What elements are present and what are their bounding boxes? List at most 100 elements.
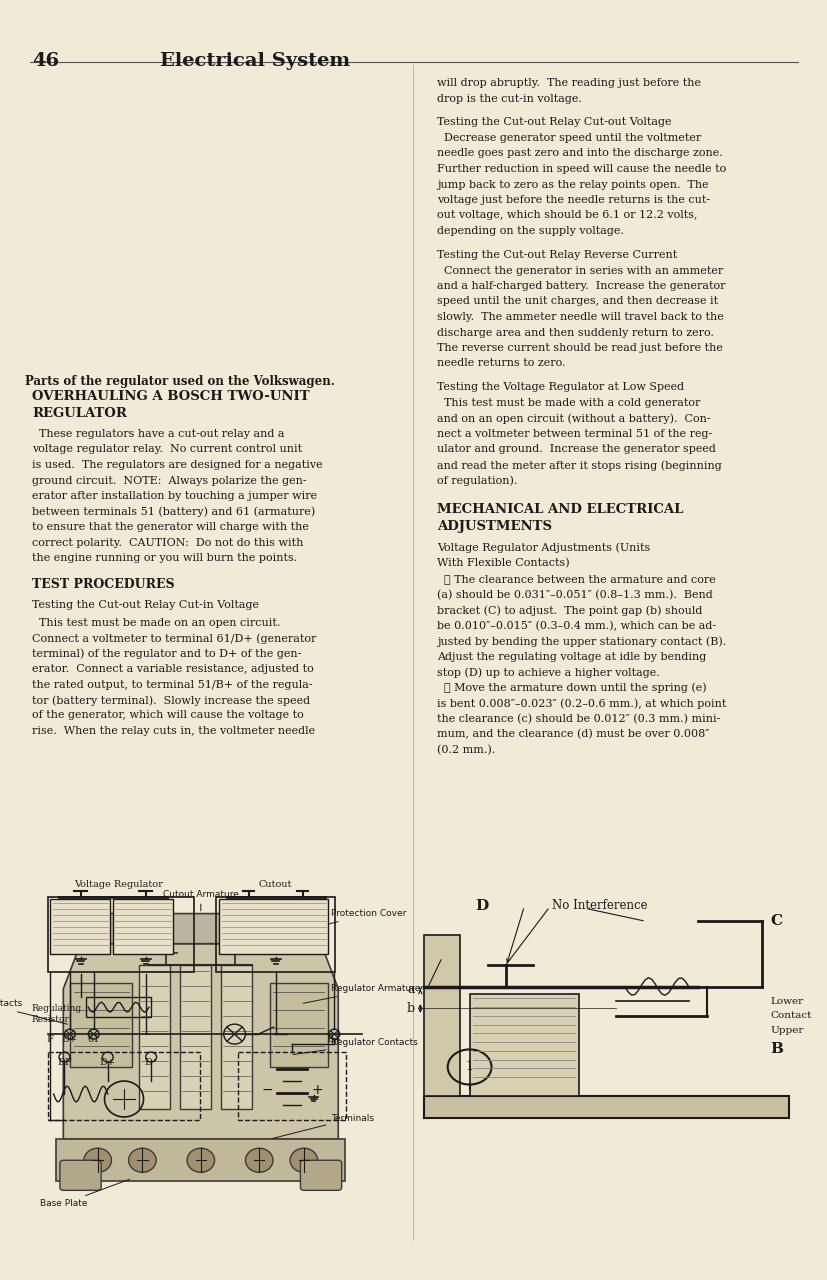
Text: ground circuit.  NOTE:  Always polarize the gen-: ground circuit. NOTE: Always polarize th… [32, 475, 306, 485]
Text: −: − [261, 1083, 273, 1097]
Text: 61: 61 [88, 1036, 100, 1044]
Text: B+: B+ [326, 1036, 342, 1044]
Text: depending on the supply voltage.: depending on the supply voltage. [437, 227, 623, 236]
Text: of the generator, which will cause the voltage to: of the generator, which will cause the v… [32, 710, 304, 721]
Text: Base Plate: Base Plate [40, 1179, 129, 1208]
FancyBboxPatch shape [270, 983, 327, 1068]
FancyBboxPatch shape [300, 1160, 342, 1190]
Text: between terminals 51 (battery) and 61 (armature): between terminals 51 (battery) and 61 (a… [32, 507, 315, 517]
Text: Connect the generator in series with an ammeter: Connect the generator in series with an … [437, 265, 722, 275]
FancyBboxPatch shape [219, 900, 327, 955]
Text: OVERHAULING A BOSCH TWO-UNIT: OVERHAULING A BOSCH TWO-UNIT [32, 390, 309, 403]
Text: Further reduction in speed will cause the needle to: Further reduction in speed will cause th… [437, 164, 725, 174]
Text: Regulator Armature: Regulator Armature [303, 984, 420, 1004]
Text: B: B [770, 1042, 783, 1056]
Text: Upper: Upper [770, 1025, 803, 1036]
Text: a: a [407, 983, 414, 996]
Text: justed by bending the upper stationary contact (B).: justed by bending the upper stationary c… [437, 636, 725, 646]
Text: D+: D+ [99, 1059, 116, 1068]
Text: Terminals: Terminals [272, 1114, 374, 1138]
Text: and read the meter after it stops rising (beginning: and read the meter after it stops rising… [437, 460, 721, 471]
Text: discharge area and then suddenly return to zero.: discharge area and then suddenly return … [437, 328, 713, 338]
Text: MECHANICAL AND ELECTRICAL: MECHANICAL AND ELECTRICAL [437, 503, 682, 516]
Text: be 0.010″–0.015″ (0.3–0.4 mm.), which can be ad-: be 0.010″–0.015″ (0.3–0.4 mm.), which ca… [437, 621, 715, 631]
FancyBboxPatch shape [469, 993, 578, 1096]
Text: needle returns to zero.: needle returns to zero. [437, 358, 565, 369]
Text: D: D [476, 899, 489, 913]
Text: and a half-charged battery.  Increase the generator: and a half-charged battery. Increase the… [437, 282, 724, 291]
Text: ② Move the armature down until the spring (e): ② Move the armature down until the sprin… [437, 682, 705, 692]
Text: drop is the cut-in voltage.: drop is the cut-in voltage. [437, 93, 581, 104]
Text: This test must be made with a cold generator: This test must be made with a cold gener… [437, 398, 700, 408]
Text: Regulator Contacts: Regulator Contacts [293, 1038, 418, 1055]
FancyBboxPatch shape [139, 965, 170, 1108]
Text: Protection Cover: Protection Cover [313, 909, 406, 928]
Text: terminal) of the regulator and to D+ of the gen-: terminal) of the regulator and to D+ of … [32, 649, 301, 659]
Polygon shape [63, 943, 337, 1139]
FancyBboxPatch shape [50, 900, 110, 955]
Text: Testing the Cut-out Relay Cut-out Voltage: Testing the Cut-out Relay Cut-out Voltag… [437, 116, 671, 127]
Text: Parts of the regulator used on the Volkswagen.: Parts of the regulator used on the Volks… [25, 375, 335, 388]
FancyBboxPatch shape [423, 1096, 788, 1119]
Text: C: C [770, 914, 782, 928]
Text: F: F [47, 1036, 54, 1044]
Text: ADJUSTMENTS: ADJUSTMENTS [437, 520, 552, 532]
FancyBboxPatch shape [70, 983, 132, 1068]
Text: out voltage, which should be 6.1 or 12.2 volts,: out voltage, which should be 6.1 or 12.2… [437, 210, 696, 220]
Text: and on an open circuit (without a battery).  Con-: and on an open circuit (without a batter… [437, 413, 710, 424]
FancyBboxPatch shape [423, 936, 460, 1096]
Text: Regulating
Resistor: Regulating Resistor [32, 1004, 82, 1024]
Text: Cutout Armature: Cutout Armature [163, 890, 238, 911]
Text: Voltage Regulator Adjustments (Units: Voltage Regulator Adjustments (Units [437, 541, 649, 553]
Text: the engine running or you will burn the points.: the engine running or you will burn the … [32, 553, 297, 563]
Text: of regulation).: of regulation). [437, 475, 517, 486]
Text: D+: D+ [62, 1036, 78, 1044]
Text: to ensure that the generator will charge with the: to ensure that the generator will charge… [32, 522, 308, 532]
Circle shape [245, 1148, 273, 1172]
Text: is bent 0.008″–0.023″ (0.2–0.6 mm.), at which point: is bent 0.008″–0.023″ (0.2–0.6 mm.), at … [437, 698, 725, 709]
Text: slowly.  The ammeter needle will travel back to the: slowly. The ammeter needle will travel b… [437, 312, 723, 323]
Text: These regulators have a cut-out relay and a: These regulators have a cut-out relay an… [32, 429, 284, 439]
Text: (a) should be 0.031″–0.051″ (0.8–1.3 mm.).  Bend: (a) should be 0.031″–0.051″ (0.8–1.3 mm.… [437, 590, 712, 600]
FancyBboxPatch shape [180, 965, 211, 1108]
Text: correct polarity.  CAUTION:  Do not do this with: correct polarity. CAUTION: Do not do thi… [32, 538, 303, 548]
FancyBboxPatch shape [56, 1139, 345, 1181]
Text: Cutout Contacts: Cutout Contacts [0, 1000, 68, 1024]
Text: D⁺: D⁺ [145, 1059, 157, 1068]
FancyBboxPatch shape [60, 1160, 101, 1190]
Text: erator.  Connect a variable resistance, adjusted to: erator. Connect a variable resistance, a… [32, 664, 313, 675]
Text: Decrease generator speed until the voltmeter: Decrease generator speed until the voltm… [437, 133, 700, 143]
Text: With Flexible Contacts): With Flexible Contacts) [437, 558, 569, 568]
Text: REGULATOR: REGULATOR [32, 407, 127, 420]
Text: stop (D) up to achieve a higher voltage.: stop (D) up to achieve a higher voltage. [437, 667, 659, 677]
Text: speed until the unit charges, and then decrease it: speed until the unit charges, and then d… [437, 297, 717, 306]
FancyBboxPatch shape [113, 900, 173, 955]
Text: Testing the Cut-out Relay Reverse Current: Testing the Cut-out Relay Reverse Curren… [437, 250, 676, 260]
Text: will drop abruptly.  The reading just before the: will drop abruptly. The reading just bef… [437, 78, 700, 88]
Text: No Interference: No Interference [551, 899, 647, 911]
Text: TEST PROCEDURES: TEST PROCEDURES [32, 579, 174, 591]
Text: Adjust the regulating voltage at idle by bending: Adjust the regulating voltage at idle by… [437, 652, 705, 662]
Text: voltage regulator relay.  No current control unit: voltage regulator relay. No current cont… [32, 444, 302, 454]
Text: Testing the Voltage Regulator at Low Speed: Testing the Voltage Regulator at Low Spe… [437, 381, 683, 392]
Text: DF: DF [57, 1059, 72, 1068]
Text: Electrical System: Electrical System [160, 52, 350, 70]
Text: mum, and the clearance (d) must be over 0.008″: mum, and the clearance (d) must be over … [437, 730, 709, 740]
Text: b: b [406, 1002, 414, 1015]
Text: 1: 1 [465, 1060, 473, 1074]
Text: Testing the Cut-out Relay Cut-in Voltage: Testing the Cut-out Relay Cut-in Voltage [32, 600, 259, 611]
Polygon shape [91, 914, 310, 943]
Text: the rated output, to terminal 51/B+ of the regula-: the rated output, to terminal 51/B+ of t… [32, 680, 313, 690]
Text: voltage just before the needle returns is the cut-: voltage just before the needle returns i… [437, 195, 710, 205]
Text: tor (battery terminal).  Slowly increase the speed: tor (battery terminal). Slowly increase … [32, 695, 310, 705]
FancyBboxPatch shape [221, 965, 252, 1108]
Text: Connect a voltmeter to terminal 61/D+ (generator: Connect a voltmeter to terminal 61/D+ (g… [32, 634, 316, 644]
Text: 46: 46 [32, 52, 59, 70]
Text: Voltage Regulator: Voltage Regulator [74, 881, 163, 890]
Text: nect a voltmeter between terminal 51 of the reg-: nect a voltmeter between terminal 51 of … [437, 429, 711, 439]
Text: +: + [311, 1083, 323, 1097]
Circle shape [289, 1148, 318, 1172]
Text: needle goes past zero and into the discharge zone.: needle goes past zero and into the disch… [437, 148, 722, 159]
Text: is used.  The regulators are designed for a negative: is used. The regulators are designed for… [32, 460, 323, 470]
Circle shape [128, 1148, 156, 1172]
